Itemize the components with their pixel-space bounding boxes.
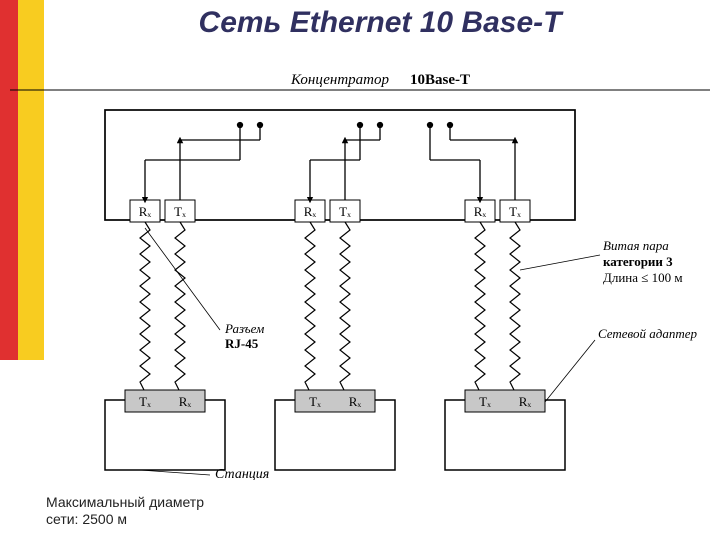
station-3-tx: Tₓ xyxy=(479,394,491,409)
footer-line-1: Максимальный диаметр xyxy=(46,494,204,510)
station-3-rx: Rₓ xyxy=(519,394,532,409)
hub-port-tx-3: Tₓ xyxy=(509,204,521,219)
hub-port-tx-2: Tₓ xyxy=(339,204,351,219)
hub-label-bold: 10Base-T xyxy=(410,72,470,88)
stations: Tₓ Rₓ Tₓ Rₓ Tₓ Rₓ xyxy=(105,390,565,470)
station-label: Станция xyxy=(215,467,269,480)
station-2-tx: Tₓ xyxy=(309,394,321,409)
footer-line-2: сети: 2500 м xyxy=(46,511,127,527)
hub-port-rx-1: Rₓ xyxy=(139,204,152,219)
page-title: Сеть Ethernet 10 Base-T xyxy=(120,6,640,40)
connector-label-italic: Разъем xyxy=(224,321,264,336)
hub-port-tx-1: Tₓ xyxy=(174,204,186,219)
station-2-rx: Rₓ xyxy=(349,394,362,409)
diagram: Концентратор 10Base-T Rₓ Tₓ Rₓ Tₓ Rₓ Tₓ xyxy=(10,60,710,480)
cable-label-bold: категории 3 xyxy=(603,254,673,269)
cable-length: Длина ≤ 100 м xyxy=(603,270,683,285)
cable-label-italic: Витая пара xyxy=(603,238,669,253)
hub-label-italic: Концентратор xyxy=(290,72,389,88)
adapter-label: Сетевой адаптер xyxy=(598,326,697,341)
footer-note: Максимальный диаметр сети: 2500 м xyxy=(46,494,226,528)
hub-port-rx-3: Rₓ xyxy=(474,204,487,219)
station-1-tx: Tₓ xyxy=(139,394,151,409)
connector-label-bold: RJ-45 xyxy=(225,336,259,351)
hub-port-rx-2: Rₓ xyxy=(304,204,317,219)
hub-ports: Rₓ Tₓ Rₓ Tₓ Rₓ Tₓ xyxy=(130,200,530,222)
station-1-rx: Rₓ xyxy=(179,394,192,409)
cables xyxy=(140,222,520,392)
